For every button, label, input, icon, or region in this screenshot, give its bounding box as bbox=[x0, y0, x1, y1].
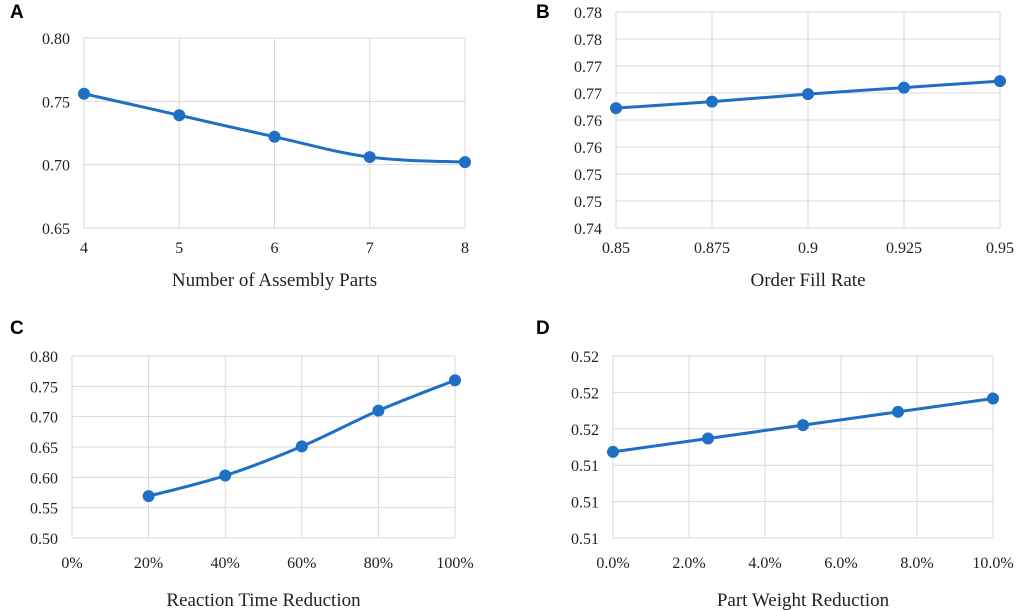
chart-panel-b: B 0.780.780.770.770.760.760.750.750.740.8… bbox=[536, 2, 1014, 291]
y-tick-label: 0.70 bbox=[30, 410, 58, 427]
y-tick-label: 0.55 bbox=[30, 501, 58, 518]
y-tick-label: 0.80 bbox=[42, 31, 70, 48]
panel-letter: C bbox=[10, 318, 24, 339]
data-point bbox=[219, 469, 232, 482]
x-axis-label: Order Fill Rate bbox=[750, 270, 865, 291]
x-axis-label: Number of Assembly Parts bbox=[172, 270, 377, 291]
x-tick-label: 2.0% bbox=[672, 555, 705, 572]
x-tick-label: 6.0% bbox=[824, 555, 857, 572]
y-tick-label: 0.76 bbox=[574, 113, 602, 130]
x-axis-label: Part Weight Reduction bbox=[717, 590, 890, 610]
y-tick-label: 0.75 bbox=[574, 194, 602, 211]
data-point bbox=[295, 440, 308, 453]
data-point bbox=[706, 95, 718, 108]
x-axis-label: Reaction Time Reduction bbox=[166, 590, 361, 610]
x-tick-label: 0.0% bbox=[596, 555, 629, 572]
x-tick-label: 40% bbox=[211, 555, 240, 572]
y-tick-label: 0.60 bbox=[30, 470, 58, 487]
y-tick-label: 0.50 bbox=[30, 531, 58, 548]
data-point bbox=[607, 445, 619, 458]
x-tick-label: 6 bbox=[271, 240, 279, 257]
y-tick-label: 0.65 bbox=[42, 221, 70, 238]
y-tick-label: 0.78 bbox=[574, 5, 602, 22]
x-tick-label: 100% bbox=[436, 555, 473, 572]
panel-letter: B bbox=[536, 2, 550, 23]
data-point bbox=[268, 130, 281, 143]
chart-panel-c: C 0.80 0.75 0.70 0.65 0.60 0.55 0.500% 20% 40% 60%… bbox=[10, 318, 474, 610]
y-tick-label: 0.65 bbox=[30, 440, 58, 457]
data-point bbox=[372, 404, 385, 417]
y-tick-label: 0.51 bbox=[571, 458, 599, 475]
x-tick-label: 60% bbox=[287, 555, 316, 572]
y-tick-label: 0.52 bbox=[571, 422, 599, 439]
x-tick-label: 4.0% bbox=[748, 555, 781, 572]
y-tick-label: 0.77 bbox=[574, 86, 602, 103]
data-point bbox=[994, 75, 1006, 88]
chart-panel-d: D 0.52 0.52 0.52 0.51 0.51 0.51 0.0% 2.0% 4.0% 6.0… bbox=[536, 318, 1014, 610]
y-tick-label: 0.75 bbox=[42, 94, 70, 111]
x-tick-label: 0.875 bbox=[694, 240, 730, 257]
data-point bbox=[802, 88, 814, 101]
data-point bbox=[78, 87, 90, 100]
x-tick-label: 0.9 bbox=[798, 240, 818, 257]
panel-letter: D bbox=[536, 318, 550, 339]
data-point bbox=[892, 405, 904, 418]
data-point bbox=[898, 81, 910, 94]
x-tick-label: 10.0% bbox=[972, 555, 1013, 572]
x-tick-label: 80% bbox=[364, 555, 393, 572]
y-tick-label: 0.78 bbox=[574, 32, 602, 49]
y-tick-label: 0.51 bbox=[571, 495, 599, 512]
x-tick-label: 8 bbox=[461, 240, 469, 257]
x-tick-label: 4 bbox=[80, 240, 88, 257]
y-tick-label: 0.74 bbox=[574, 221, 602, 238]
y-tick-label: 0.75 bbox=[574, 167, 602, 184]
data-point bbox=[797, 419, 809, 432]
y-tick-label: 0.77 bbox=[574, 59, 602, 76]
data-point bbox=[459, 156, 471, 169]
data-point bbox=[363, 151, 376, 164]
y-tick-label: 0.51 bbox=[571, 531, 599, 548]
x-tick-label: 7 bbox=[366, 240, 374, 257]
x-tick-label: 20% bbox=[134, 555, 163, 572]
data-point bbox=[702, 432, 714, 445]
panel-letter: A bbox=[10, 2, 24, 23]
chart-panel-a: A 0.80 0.75 0.70 0.65 4 5 6 7 8 Number of Assembly… bbox=[10, 2, 471, 291]
y-tick-label: 0.76 bbox=[574, 140, 602, 157]
data-point bbox=[610, 102, 622, 115]
y-tick-label: 0.70 bbox=[42, 158, 70, 175]
y-tick-label: 0.80 bbox=[30, 349, 58, 366]
data-point bbox=[449, 374, 461, 387]
x-tick-label: 8.0% bbox=[900, 555, 933, 572]
y-tick-label: 0.52 bbox=[571, 385, 599, 402]
y-tick-label: 0.75 bbox=[30, 379, 58, 396]
x-tick-label: 0% bbox=[61, 555, 82, 572]
x-tick-label: 0.925 bbox=[886, 240, 922, 257]
data-point bbox=[173, 109, 186, 122]
x-tick-label: 0.95 bbox=[986, 240, 1014, 257]
y-tick-label: 0.52 bbox=[571, 349, 599, 366]
data-point bbox=[987, 392, 999, 405]
data-point bbox=[142, 490, 155, 503]
x-tick-label: 0.85 bbox=[602, 240, 630, 257]
x-tick-label: 5 bbox=[175, 240, 183, 257]
